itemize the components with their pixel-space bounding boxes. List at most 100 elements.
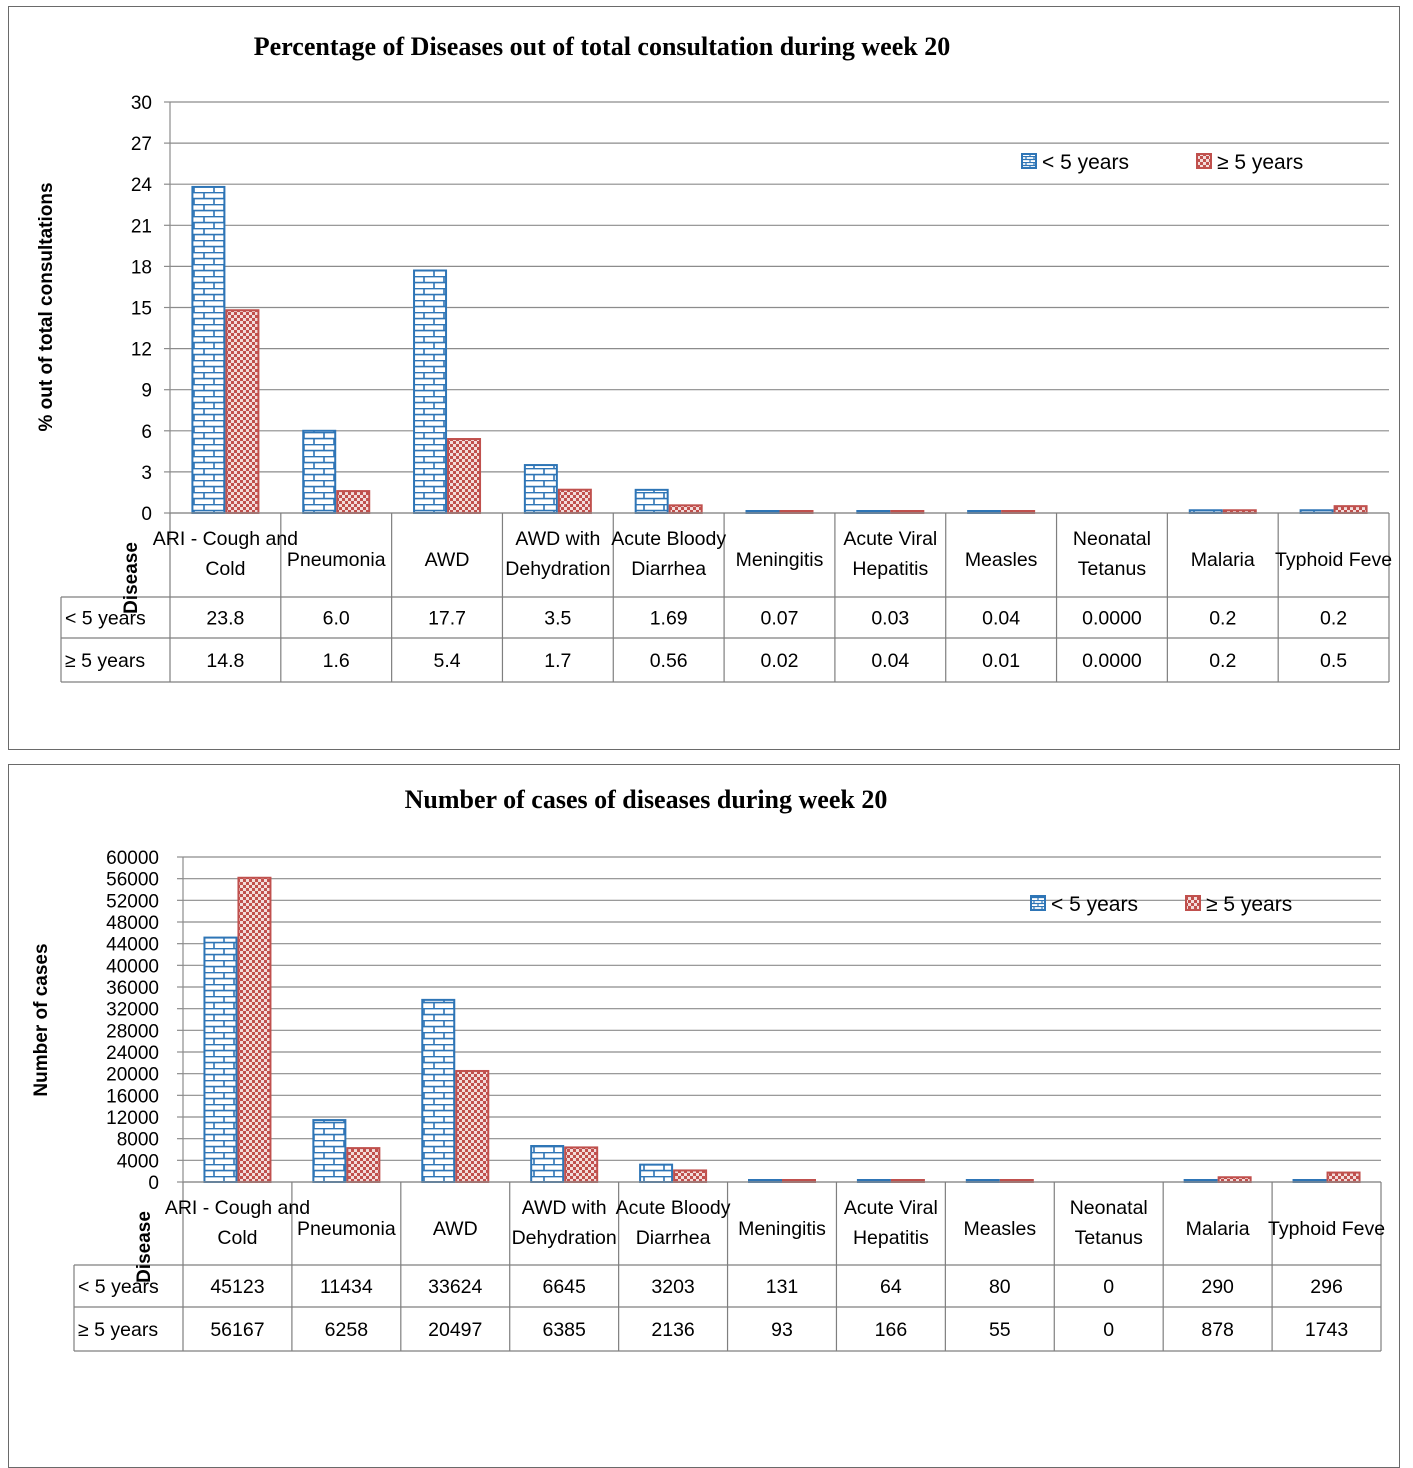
category-label: AWD with	[515, 528, 600, 550]
table-cell: 14.8	[206, 650, 244, 672]
table-cell: 166	[875, 1319, 908, 1341]
category-label: Diarrhea	[636, 1227, 711, 1249]
bar-over5	[557, 488, 592, 514]
category-label: ARI - Cough and	[153, 528, 298, 550]
y-tick-label: 24	[131, 175, 153, 196]
table-cell: 55	[989, 1319, 1011, 1341]
table-cell: 6258	[325, 1319, 368, 1341]
table-cell: 1.6	[323, 650, 350, 672]
table-cell: 80	[989, 1276, 1011, 1298]
y-tick-label: 3	[141, 463, 152, 484]
table-cell: 6385	[542, 1319, 586, 1341]
y-tick-label: 9	[141, 381, 152, 402]
legend-label-under5: < 5 years	[1042, 151, 1129, 174]
category-label: AWD	[433, 1218, 478, 1240]
table-cell: 878	[1201, 1319, 1234, 1341]
y-tick-label: 12000	[106, 1108, 159, 1129]
table-row-header: ≥ 5 years	[78, 1319, 158, 1341]
category-label: Hepatitis	[852, 558, 928, 580]
y-tick-label: 48000	[106, 913, 159, 934]
category-label: Acute Bloody	[611, 528, 726, 550]
table-cell: 6645	[542, 1276, 586, 1298]
legend-swatch-over5	[1196, 153, 1212, 169]
category-label: Meningitis	[738, 1218, 826, 1240]
table-cell: 296	[1310, 1276, 1343, 1298]
bar-under5	[191, 185, 226, 514]
category-label: Neonatal	[1070, 1197, 1148, 1219]
category-label: Cold	[205, 558, 245, 580]
category-label: AWD	[425, 549, 470, 571]
bar-over5	[225, 309, 260, 514]
bar-under5	[639, 1163, 674, 1183]
category-label: Cold	[217, 1227, 257, 1249]
table-cell: 1743	[1305, 1319, 1348, 1341]
y-tick-label: 18	[131, 257, 152, 278]
table-cell: 0	[1103, 1319, 1114, 1341]
category-label: Tetanus	[1078, 558, 1147, 580]
y-tick-label: 60000	[106, 848, 159, 869]
table-cell: 3.5	[544, 608, 571, 630]
y-tick-label: 24000	[106, 1043, 159, 1064]
y-tick-label: 27	[131, 134, 152, 155]
table-cell: 0.04	[982, 608, 1020, 630]
bar-under5	[302, 429, 337, 514]
category-label: Malaria	[1191, 549, 1255, 571]
y-tick-label: 28000	[106, 1021, 159, 1042]
legend-swatch-under5	[1021, 153, 1037, 169]
category-label: Acute Bloody	[616, 1197, 731, 1219]
y-tick-label: 32000	[106, 1000, 159, 1021]
y-tick-label: 0	[148, 1173, 159, 1194]
bar-over5	[1333, 505, 1368, 514]
y-tick-label: 21	[131, 216, 152, 237]
legend: < 5 years ≥ 5 years	[1030, 893, 1292, 916]
table-cell: 0.2	[1209, 608, 1236, 630]
table-row-header: < 5 years	[78, 1276, 159, 1298]
category-label: Neonatal	[1073, 528, 1151, 550]
y-axis-label: % out of total consultations	[36, 182, 57, 431]
category-label: Dehydration	[512, 1227, 617, 1249]
table-cell: 0.0000	[1082, 650, 1142, 672]
y-tick-label: 15	[131, 299, 152, 320]
y-tick-label: 6	[141, 422, 152, 443]
category-label: Hepatitis	[853, 1227, 929, 1249]
table-cell: 0.04	[871, 650, 909, 672]
table-cell: 6.0	[323, 608, 350, 630]
table-cell: 20497	[428, 1319, 482, 1341]
y-tick-label: 20000	[106, 1065, 159, 1086]
y-tick-label: 8000	[117, 1130, 159, 1151]
category-label: Acute Viral	[844, 1197, 938, 1219]
category-label: Tetanus	[1075, 1227, 1144, 1249]
table-cell: 2136	[651, 1319, 694, 1341]
table-cell: 0.5	[1320, 650, 1347, 672]
bar-under5	[421, 998, 456, 1183]
table-cell: 0.2	[1209, 650, 1236, 672]
category-label: Diarrhea	[631, 558, 706, 580]
y-tick-label: 30	[131, 93, 152, 114]
bar-over5	[455, 1069, 490, 1184]
bar-over5	[237, 876, 272, 1183]
table-cell: 0.2	[1320, 608, 1347, 630]
table-cell: 0.0000	[1082, 608, 1142, 630]
table-cell: 3203	[651, 1276, 694, 1298]
bar-over5	[564, 1146, 599, 1183]
category-label: Measles	[964, 1218, 1037, 1240]
table-cell: 56167	[210, 1319, 264, 1341]
category-label: Pneumonia	[287, 549, 386, 571]
y-tick-label: 36000	[106, 978, 159, 999]
y-tick-label: 52000	[106, 891, 159, 912]
table-cell: 1.69	[650, 608, 688, 630]
bar-over5	[336, 490, 371, 514]
category-label: Acute Viral	[843, 528, 937, 550]
table-cell: 0.07	[761, 608, 799, 630]
chart-title: Number of cases of diseases during week …	[405, 785, 888, 814]
y-tick-label: 12	[131, 340, 152, 361]
legend: < 5 years ≥ 5 years	[1021, 151, 1303, 174]
table-cell: 1.7	[544, 650, 571, 672]
table-cell: 93	[771, 1319, 793, 1341]
category-label: Pneumonia	[297, 1218, 396, 1240]
y-tick-label: 4000	[117, 1151, 159, 1172]
y-tick-label: 44000	[106, 935, 159, 956]
legend-label-under5: < 5 years	[1051, 893, 1138, 916]
y-tick-label: 16000	[106, 1086, 159, 1107]
